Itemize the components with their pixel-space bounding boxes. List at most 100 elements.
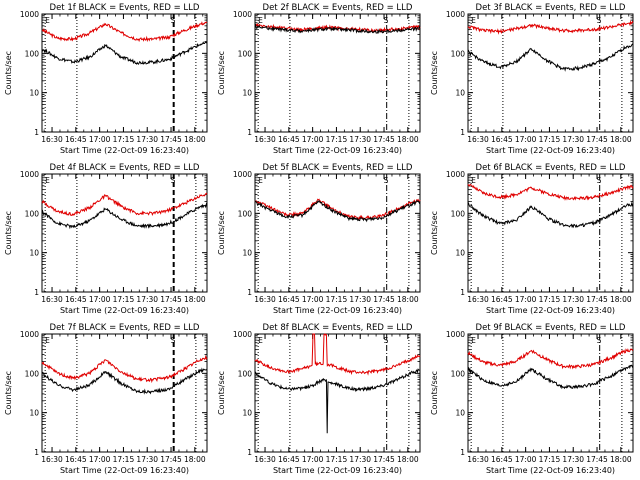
panel-title: Det 3f BLACK = Events, RED = LLD bbox=[476, 3, 626, 13]
x-tick-label: 16:45 bbox=[491, 135, 513, 144]
x-tick-label: 16:45 bbox=[65, 455, 87, 464]
y-tick-label: 100 bbox=[25, 369, 40, 378]
y-axis-label: Counts/sec bbox=[430, 211, 439, 255]
time-marker-label: E bbox=[45, 16, 50, 25]
series-line-events bbox=[467, 43, 634, 72]
x-tick-label: 17:45 bbox=[373, 455, 395, 464]
panel-title: Det 1f BLACK = Events, RED = LLD bbox=[50, 3, 200, 13]
x-tick-label: 17:15 bbox=[326, 135, 348, 144]
panel-6: Det 6f BLACK = Events, RED = LLD Counts/s… bbox=[430, 163, 634, 315]
y-tick-label: 10 bbox=[455, 249, 465, 258]
x-tick-label: 16:45 bbox=[278, 455, 300, 464]
x-tick-label: 17:00 bbox=[515, 295, 537, 304]
y-tick-label: 1 bbox=[34, 448, 39, 457]
time-marker-label: E bbox=[471, 16, 476, 25]
series-line-events bbox=[254, 368, 421, 434]
x-tick-label: 17:30 bbox=[136, 295, 158, 304]
x-tick-label: 18:00 bbox=[184, 295, 206, 304]
y-tick-label: 100 bbox=[238, 49, 253, 58]
x-tick-label: 17:00 bbox=[89, 135, 111, 144]
x-tick-label: 17:45 bbox=[586, 455, 608, 464]
panel-title: Det 5f BLACK = Events, RED = LLD bbox=[263, 163, 413, 173]
x-tick-label: 17:45 bbox=[373, 295, 395, 304]
series-line-events bbox=[467, 364, 634, 390]
x-tick-label: 17:15 bbox=[539, 455, 561, 464]
y-axis-label: Counts/sec bbox=[430, 371, 439, 415]
y-tick-label: 10 bbox=[455, 409, 465, 418]
series-line-lld bbox=[41, 192, 208, 217]
series-line-lld bbox=[254, 333, 421, 376]
x-tick-label: 17:30 bbox=[562, 455, 584, 464]
time-marker-label: E bbox=[258, 16, 263, 25]
x-tick-label: 17:30 bbox=[562, 135, 584, 144]
x-tick-label: 17:15 bbox=[539, 135, 561, 144]
plot-frame bbox=[41, 333, 208, 453]
x-tick-label: 18:00 bbox=[397, 455, 419, 464]
panel-3: Det 3f BLACK = Events, RED = LLD Counts/s… bbox=[430, 3, 634, 155]
x-tick-label: 17:15 bbox=[326, 295, 348, 304]
y-axis-label: Counts/sec bbox=[217, 211, 226, 255]
x-axis-label: Start Time (22-Oct-09 16:23:40) bbox=[60, 306, 189, 315]
time-marker-label: S bbox=[384, 16, 389, 25]
y-tick-label: 1000 bbox=[233, 330, 252, 339]
x-tick-label: 17:30 bbox=[562, 295, 584, 304]
x-tick-label: 18:00 bbox=[397, 295, 419, 304]
y-tick-label: 1000 bbox=[446, 10, 465, 19]
x-tick-label: 16:45 bbox=[65, 135, 87, 144]
panel-2: Det 2f BLACK = Events, RED = LLD Counts/s… bbox=[217, 3, 421, 155]
x-tick-label: 16:45 bbox=[278, 135, 300, 144]
plot-frame bbox=[254, 173, 421, 293]
panel-title: Det 6f BLACK = Events, RED = LLD bbox=[476, 163, 626, 173]
plot-frame bbox=[41, 13, 208, 133]
time-marker-label: S bbox=[384, 336, 389, 345]
x-tick-label: 17:15 bbox=[113, 135, 135, 144]
y-tick-label: 1000 bbox=[20, 330, 39, 339]
series-line-lld bbox=[467, 183, 634, 201]
y-axis-label: Counts/sec bbox=[4, 371, 13, 415]
y-tick-label: 1 bbox=[460, 128, 465, 137]
y-axis-label: Counts/sec bbox=[430, 51, 439, 95]
x-tick-label: 17:45 bbox=[373, 135, 395, 144]
x-tick-label: 17:45 bbox=[586, 135, 608, 144]
x-axis-label: Start Time (22-Oct-09 16:23:40) bbox=[486, 306, 615, 315]
y-tick-label: 1 bbox=[460, 448, 465, 457]
x-tick-label: 17:00 bbox=[89, 455, 111, 464]
y-tick-label: 1 bbox=[247, 288, 252, 297]
y-tick-label: 1 bbox=[460, 288, 465, 297]
time-marker-label: S bbox=[171, 176, 176, 185]
y-tick-label: 100 bbox=[238, 209, 253, 218]
y-tick-label: 100 bbox=[451, 209, 466, 218]
x-tick-label: 17:45 bbox=[160, 135, 182, 144]
x-tick-label: 16:30 bbox=[41, 295, 63, 304]
y-tick-label: 10 bbox=[29, 249, 39, 258]
time-marker-label: S bbox=[171, 336, 176, 345]
panel-7: Det 7f BLACK = Events, RED = LLD Counts/s… bbox=[4, 323, 208, 475]
y-tick-label: 1 bbox=[34, 288, 39, 297]
x-axis-label: Start Time (22-Oct-09 16:23:40) bbox=[60, 146, 189, 155]
panel-8: Det 8f BLACK = Events, RED = LLD Counts/s… bbox=[217, 323, 421, 475]
y-axis-label: Counts/sec bbox=[4, 211, 13, 255]
x-tick-label: 17:45 bbox=[160, 455, 182, 464]
series-line-events bbox=[41, 41, 208, 65]
panel-title: Det 7f BLACK = Events, RED = LLD bbox=[50, 323, 200, 333]
x-tick-label: 16:30 bbox=[467, 295, 489, 304]
x-tick-label: 16:45 bbox=[491, 295, 513, 304]
time-marker-label: E bbox=[45, 176, 50, 185]
y-tick-label: 10 bbox=[242, 89, 252, 98]
panel-title: Det 8f BLACK = Events, RED = LLD bbox=[263, 323, 413, 333]
panel-4: Det 4f BLACK = Events, RED = LLD Counts/s… bbox=[4, 163, 208, 315]
y-axis-label: Counts/sec bbox=[4, 51, 13, 95]
x-tick-label: 17:30 bbox=[136, 135, 158, 144]
y-tick-label: 1000 bbox=[20, 10, 39, 19]
x-tick-label: 17:15 bbox=[326, 455, 348, 464]
x-tick-label: 17:30 bbox=[349, 455, 371, 464]
x-tick-label: 17:00 bbox=[302, 455, 324, 464]
x-tick-label: 17:45 bbox=[586, 295, 608, 304]
panel-9: Det 9f BLACK = Events, RED = LLD Counts/s… bbox=[430, 323, 634, 475]
y-tick-label: 1 bbox=[247, 128, 252, 137]
y-tick-label: 10 bbox=[242, 249, 252, 258]
x-tick-label: 17:30 bbox=[349, 295, 371, 304]
plot-frame bbox=[467, 13, 634, 133]
x-tick-label: 17:00 bbox=[515, 455, 537, 464]
